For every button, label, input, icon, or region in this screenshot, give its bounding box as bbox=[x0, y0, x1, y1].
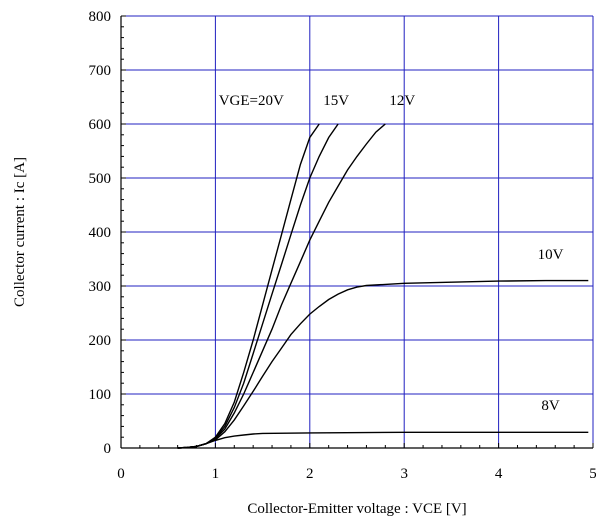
curve-label: 8V bbox=[541, 398, 560, 414]
y-tick-label: 700 bbox=[89, 63, 112, 79]
y-tick-label: 200 bbox=[89, 333, 112, 349]
y-tick-label: 300 bbox=[89, 279, 112, 295]
curve-labels: VGE=20V 15V 12V 10V 8V bbox=[219, 93, 564, 414]
axes bbox=[120, 15, 594, 449]
curve-label: 15V bbox=[323, 93, 349, 109]
grid-lines bbox=[121, 15, 594, 448]
x-tick-label: 4 bbox=[495, 466, 503, 482]
series-lines bbox=[177, 123, 589, 449]
series-line bbox=[177, 431, 589, 449]
x-tick-label: 1 bbox=[212, 466, 220, 482]
y-tick-label: 600 bbox=[89, 117, 112, 133]
curve-label: 10V bbox=[538, 247, 564, 263]
y-tick-label: 400 bbox=[89, 225, 112, 241]
curve-label: VGE=20V bbox=[219, 93, 284, 109]
x-tick-label: 0 bbox=[117, 466, 125, 482]
y-tick-label: 500 bbox=[89, 171, 112, 187]
x-tick-labels: 0 1 2 3 4 5 bbox=[117, 466, 596, 482]
y-tick-labels: 0 100 200 300 400 500 600 700 800 bbox=[89, 9, 112, 457]
x-tick-label: 3 bbox=[400, 466, 408, 482]
x-tick-label: 5 bbox=[589, 466, 596, 482]
y-tick-label: 100 bbox=[89, 387, 112, 403]
y-axis-title: Collector current : Ic [A] bbox=[12, 157, 28, 307]
series-line bbox=[177, 279, 589, 449]
y-tick-label: 0 bbox=[104, 441, 112, 457]
x-axis-title: Collector-Emitter voltage : VCE [V] bbox=[247, 501, 466, 517]
y-tick-label: 800 bbox=[89, 9, 112, 25]
x-tick-label: 2 bbox=[306, 466, 314, 482]
curve-label: 12V bbox=[389, 93, 415, 109]
